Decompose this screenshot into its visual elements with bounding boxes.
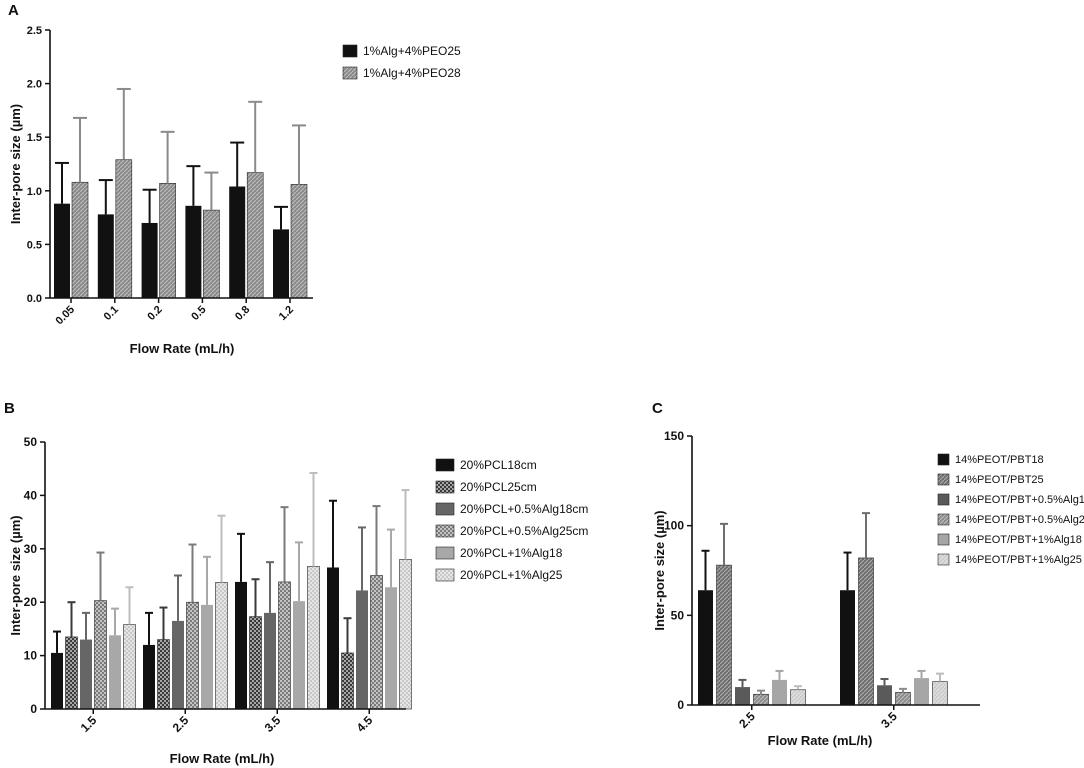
bar-a-s0-c2 [141,222,158,298]
y-axis-label-a: Inter-pore size (µm) [8,104,23,224]
legend-label-b-5: 20%PCL+1%Alg25 [460,568,563,582]
bar-a-s0-c5 [273,229,289,298]
y-tick-label-a-4: 2.0 [27,79,42,91]
legend-swatch-c-4 [937,533,950,546]
bar-c-s2-c0 [735,687,750,705]
bar-b-s0-c2 [235,581,247,709]
x-tick-label-c-0: 2.5 [736,709,758,731]
legend-label-a-1: 1%Alg+4%PEO28 [363,66,461,80]
bar-b-s2-c1 [172,620,184,709]
bar-c-s0-c1 [840,590,855,705]
legend-swatch-a-1 [342,66,358,80]
x-axis-label-b: Flow Rate (mL/h) [170,751,275,766]
legend-label-b-4: 20%PCL+1%Alg18 [460,546,563,560]
bar-c-s3-c1 [895,692,911,706]
bar-c-s2-c1 [877,685,892,705]
y-axis-label-c: Inter-pore size (µm) [652,510,667,630]
legend-label-c-4: 14%PEOT/PBT+1%Alg18 [955,534,1082,546]
legend-swatch-b-5 [435,568,455,582]
x-tick-label-c-1: 3.5 [878,709,900,731]
legend-label-b-0: 20%PCL18cm [460,458,537,472]
legend-swatch-c-3 [937,513,950,526]
bar-b-s4-c0 [109,635,121,709]
x-axis-label-a: Flow Rate (mL/h) [130,341,235,356]
bar-b-s2-c3 [356,590,368,709]
y-tick-label-b-1: 10 [24,649,38,663]
y-tick-label-c-2: 100 [664,519,684,533]
bar-c-s0-c0 [698,590,713,705]
bar-c-s1-c1 [858,557,874,706]
x-axis-label-c: Flow Rate (mL/h) [768,733,873,748]
panel-label-b: B [4,400,15,417]
bar-b-s0-c1 [143,644,155,709]
legend-swatch-c-0 [937,453,950,466]
legend-swatch-c-1 [937,473,950,486]
y-tick-label-a-3: 1.5 [27,132,42,144]
bar-a-s0-c3 [185,205,202,298]
y-tick-label-c-1: 50 [671,608,685,622]
legend-label-a-0: 1%Alg+4%PEO25 [363,44,461,58]
legend-label-c-0: 14%PEOT/PBT18 [955,454,1044,466]
bar-c-s5-c0 [790,689,806,706]
bar-b-s0-c3 [327,567,339,709]
panel-label-c: C [652,400,663,417]
bar-c-s5-c1 [932,681,948,706]
chart-a-svg: 0.05 0.1 0.2 0.5 0.8 1.20.00.51.01.52.02.5Int… [8,25,461,356]
bar-b-s2-c2 [264,612,276,709]
bar-c-s4-c1 [914,678,929,705]
bar-c-s4-c0 [772,679,787,705]
bar-b-s4-c2 [293,601,305,709]
y-tick-label-c-0: 0 [677,698,684,712]
bar-a-s0-c1 [97,214,114,298]
legend-swatch-b-1 [435,480,455,494]
legend-swatch-c-2 [937,493,950,506]
bar-b-s0-c0 [51,652,63,709]
legend-swatch-b-4 [435,546,455,560]
legend-label-b-3: 20%PCL+0.5%Alg25cm [460,524,588,538]
y-tick-label-b-4: 40 [24,488,38,502]
y-tick-label-b-0: 0 [30,702,37,716]
legend-label-b-2: 20%PCL+0.5%Alg18cm [460,502,588,516]
bar-a-s0-c4 [229,186,246,298]
y-tick-label-a-1: 0.5 [27,239,42,251]
legend-swatch-a-0 [342,44,358,58]
bar-c-s1-c0 [716,564,732,706]
y-tick-label-c-3: 150 [664,429,684,443]
y-tick-label-a-2: 1.0 [27,186,42,198]
legend-label-c-2: 14%PEOT/PBT+0.5%Alg18 [955,494,1084,506]
y-tick-label-a-5: 2.5 [27,25,42,37]
y-axis-label-b: Inter-pore size (µm) [8,515,23,635]
legend-swatch-b-2 [435,502,455,516]
legend-label-c-1: 14%PEOT/PBT25 [955,474,1044,486]
y-tick-label-a-0: 0.0 [27,293,42,305]
legend-swatch-b-0 [435,458,455,472]
legend-label-c-5: 14%PEOT/PBT+1%Alg25 [955,554,1082,566]
bar-b-s4-c3 [385,587,397,709]
bar-a-s0-c0 [54,203,70,298]
panel-label-a: A [8,2,19,19]
y-tick-label-b-2: 20 [24,595,38,609]
bar-b-s4-c1 [201,604,213,709]
y-tick-label-b-5: 50 [24,435,38,449]
legend-swatch-b-3 [435,524,455,538]
legend-swatch-c-5 [937,553,950,566]
legend-label-c-3: 14%PEOT/PBT+0.5%Alg25 [955,514,1084,526]
bar-c-s3-c0 [753,693,769,706]
legend-label-b-1: 20%PCL25cm [460,480,537,494]
y-tick-label-b-3: 30 [24,542,38,556]
bar-b-s2-c0 [80,639,92,709]
